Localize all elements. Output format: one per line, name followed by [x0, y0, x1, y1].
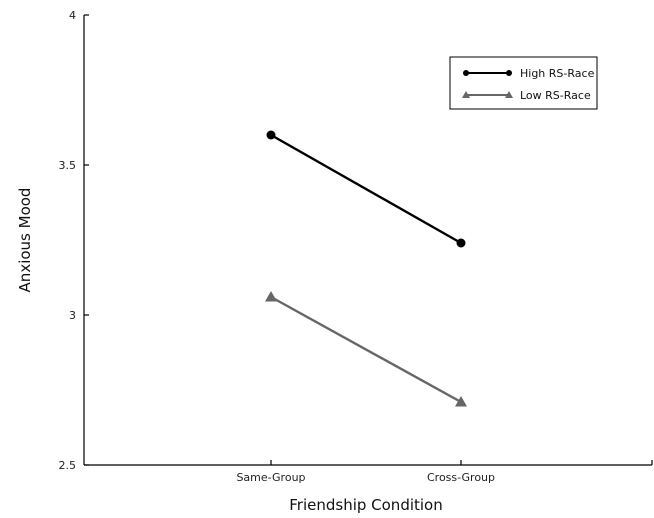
- data-point: [455, 396, 467, 407]
- y-ticks: 4 3.5 3 2.5: [59, 9, 89, 472]
- legend-marker: [506, 70, 512, 76]
- legend-label: Low RS-Race: [520, 89, 591, 102]
- legend: High RS-Race Low RS-Race: [449, 56, 598, 110]
- x-tick-label: Cross-Group: [427, 471, 495, 484]
- legend-marker: [505, 91, 513, 98]
- x-ticks: Same-Group Cross-Group: [236, 460, 653, 484]
- legend-box: [449, 56, 598, 110]
- axes: [83, 15, 652, 466]
- series-layer: [265, 130, 467, 407]
- data-point: [265, 291, 277, 302]
- y-tick-label: 4: [69, 9, 76, 22]
- data-point: [456, 238, 466, 248]
- y-tick-label: 3.5: [59, 159, 77, 172]
- x-axis-title: Friendship Condition: [289, 496, 443, 514]
- y-axis-title: Anxious Mood: [16, 188, 34, 293]
- x-tick-label: Same-Group: [236, 471, 305, 484]
- legend-marker: [462, 91, 470, 98]
- y-tick-label: 3: [69, 309, 76, 322]
- legend-label: High RS-Race: [520, 67, 595, 80]
- series-line: [270, 295, 462, 404]
- legend-marker: [463, 70, 469, 76]
- data-point: [266, 130, 276, 140]
- y-tick-label: 2.5: [59, 459, 77, 472]
- series-line: [270, 133, 462, 245]
